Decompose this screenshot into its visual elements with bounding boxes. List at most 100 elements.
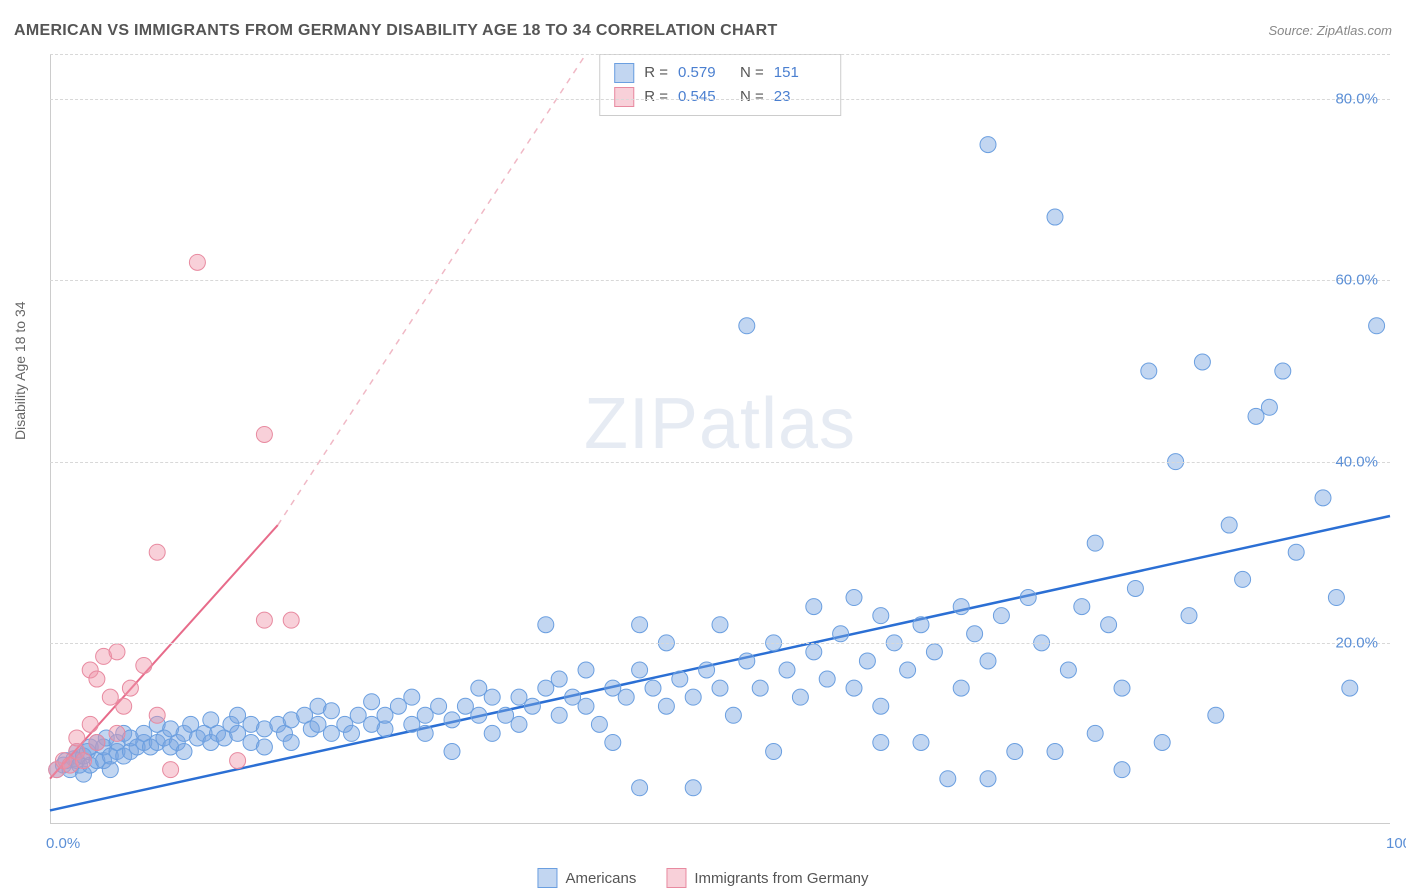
x-tick-label: 0.0%	[46, 835, 80, 852]
data-point	[913, 617, 929, 633]
data-point	[122, 680, 138, 696]
data-point	[591, 716, 607, 732]
data-point	[873, 698, 889, 714]
data-point	[658, 698, 674, 714]
data-point	[953, 599, 969, 615]
data-point	[551, 707, 567, 723]
data-point	[605, 734, 621, 750]
data-point	[189, 254, 205, 270]
data-point	[1047, 744, 1063, 760]
data-point	[632, 780, 648, 796]
data-point	[283, 612, 299, 628]
data-point	[833, 626, 849, 642]
data-point	[323, 725, 339, 741]
data-point	[457, 698, 473, 714]
data-point	[323, 703, 339, 719]
data-point	[256, 612, 272, 628]
chart-header: AMERICAN VS IMMIGRANTS FROM GERMANY DISA…	[14, 22, 1392, 40]
data-point	[310, 716, 326, 732]
data-point	[779, 662, 795, 678]
data-point	[1288, 544, 1304, 560]
data-point	[1181, 608, 1197, 624]
data-point	[230, 753, 246, 769]
legend-item: Immigrants from Germany	[666, 868, 868, 888]
data-point	[846, 680, 862, 696]
data-point	[1127, 580, 1143, 596]
data-point	[511, 689, 527, 705]
data-point	[344, 725, 360, 741]
data-point	[444, 712, 460, 728]
data-point	[102, 689, 118, 705]
legend-swatch	[537, 868, 557, 888]
grid-line	[50, 643, 1390, 644]
data-point	[618, 689, 634, 705]
data-point	[1101, 617, 1117, 633]
stat-n-label: N =	[740, 61, 764, 85]
data-point	[1047, 209, 1063, 225]
stat-n-label: N =	[740, 85, 764, 109]
data-point	[377, 707, 393, 723]
grid-line	[50, 99, 1390, 100]
stats-row: R =0.579N =151	[614, 61, 826, 85]
data-point	[390, 698, 406, 714]
data-point	[993, 608, 1009, 624]
data-point	[766, 744, 782, 760]
data-point	[699, 662, 715, 678]
data-point	[806, 644, 822, 660]
data-point	[498, 707, 514, 723]
data-point	[484, 725, 500, 741]
data-point	[431, 698, 447, 714]
regression-line	[50, 516, 1390, 810]
data-point	[873, 734, 889, 750]
data-point	[511, 716, 527, 732]
data-point	[712, 617, 728, 633]
data-point	[632, 662, 648, 678]
data-point	[806, 599, 822, 615]
data-point	[538, 680, 554, 696]
grid-line	[50, 462, 1390, 463]
legend-label: Immigrants from Germany	[694, 870, 868, 887]
y-axis-label: Disability Age 18 to 34	[12, 301, 28, 440]
data-point	[1007, 744, 1023, 760]
data-point	[980, 137, 996, 153]
data-point	[846, 590, 862, 606]
data-point	[89, 671, 105, 687]
data-point	[1342, 680, 1358, 696]
data-point	[873, 608, 889, 624]
data-point	[1248, 408, 1264, 424]
legend-swatch	[614, 87, 634, 107]
data-point	[417, 707, 433, 723]
data-point	[712, 680, 728, 696]
data-point	[1154, 734, 1170, 750]
data-point	[350, 707, 366, 723]
data-point	[471, 680, 487, 696]
data-point	[283, 734, 299, 750]
y-tick-label: 20.0%	[1335, 634, 1378, 651]
data-point	[578, 662, 594, 678]
data-point	[565, 689, 581, 705]
data-point	[1275, 363, 1291, 379]
plot-area: ZIPatlas R =0.579N =151R =0.545N =23 20.…	[50, 54, 1390, 824]
stat-r-value: 0.579	[678, 61, 730, 85]
data-point	[1060, 662, 1076, 678]
chart-title: AMERICAN VS IMMIGRANTS FROM GERMANY DISA…	[14, 22, 778, 40]
data-point	[1087, 535, 1103, 551]
data-point	[1020, 590, 1036, 606]
data-point	[752, 680, 768, 696]
data-point	[1315, 490, 1331, 506]
data-point	[725, 707, 741, 723]
data-point	[739, 318, 755, 334]
legend-label: Americans	[565, 870, 636, 887]
y-tick-label: 80.0%	[1335, 91, 1378, 108]
data-point	[102, 762, 118, 778]
data-point	[149, 707, 165, 723]
stat-r-label: R =	[644, 61, 668, 85]
data-point	[82, 716, 98, 732]
data-point	[980, 653, 996, 669]
data-point	[256, 739, 272, 755]
stats-box: R =0.579N =151R =0.545N =23	[599, 54, 841, 116]
data-point	[69, 730, 85, 746]
grid-line	[50, 280, 1390, 281]
data-point	[1074, 599, 1090, 615]
data-point	[1328, 590, 1344, 606]
